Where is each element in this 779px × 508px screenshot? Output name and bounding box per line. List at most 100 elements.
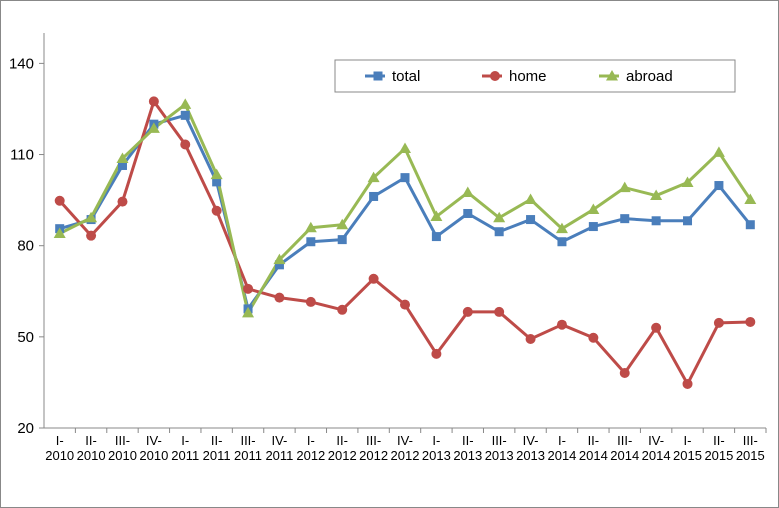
- x-tick-label: I-2015: [673, 433, 702, 463]
- point: [555, 222, 568, 234]
- x-tick-label-line: IV-: [648, 433, 664, 448]
- x-tick-label: II-2014: [579, 433, 608, 463]
- point: [86, 230, 97, 241]
- x-tick-label-line: IV-: [523, 433, 539, 448]
- point: [588, 222, 598, 232]
- x-tick-label-line: II-: [462, 433, 474, 448]
- point: [606, 70, 618, 81]
- point: [336, 218, 349, 230]
- x-tick-label-line: 2012: [359, 448, 388, 463]
- point: [400, 299, 410, 310]
- point: [745, 316, 756, 327]
- point: [431, 232, 441, 242]
- x-tick-label: I-2012: [296, 433, 325, 463]
- point: [211, 205, 222, 216]
- x-tick-label-line: 2012: [391, 448, 420, 463]
- point: [713, 317, 724, 328]
- x-tick-label-line: III-: [366, 433, 381, 448]
- y-tick-label: 110: [10, 147, 34, 164]
- x-tick-label-line: IV-: [146, 433, 162, 448]
- point: [147, 122, 160, 133]
- point: [180, 110, 190, 120]
- x-tick-label: IV-2011: [265, 433, 293, 463]
- x-tick-label: I-2013: [422, 433, 451, 463]
- legend-box: [334, 59, 736, 93]
- point: [651, 322, 662, 333]
- x-tick-label-line: 2011: [171, 448, 199, 463]
- x-tick-label-line: 2010: [45, 448, 74, 463]
- x-tick-label: II-2013: [453, 433, 482, 463]
- point: [53, 227, 66, 239]
- x-tick-label: II-2010: [77, 433, 106, 463]
- point: [304, 221, 317, 233]
- point: [337, 235, 347, 245]
- x-tick-label: IV-2010: [139, 433, 168, 463]
- x-tick-label-line: 2010: [139, 448, 168, 463]
- x-tick-label-line: 2011: [234, 448, 262, 463]
- point: [651, 216, 661, 226]
- x-tick-label-line: I-: [558, 433, 566, 448]
- point: [682, 378, 693, 389]
- point: [399, 142, 411, 153]
- point: [526, 215, 536, 225]
- point: [243, 283, 254, 294]
- point: [493, 211, 506, 223]
- y-tick-label: 20: [17, 420, 34, 437]
- x-tick-label-line: I-: [684, 433, 692, 448]
- point: [242, 306, 255, 318]
- x-tick-label-line: 2013: [516, 448, 545, 463]
- point: [117, 196, 128, 207]
- point: [116, 152, 129, 163]
- point: [337, 304, 348, 315]
- x-tick-label-line: 2013: [453, 448, 482, 463]
- point: [463, 208, 473, 218]
- x-tick-label-line: 2015: [704, 448, 733, 463]
- x-tick-label-line: III-: [115, 433, 130, 448]
- y-tick-label: 140: [9, 55, 34, 72]
- point: [400, 173, 410, 183]
- point: [212, 177, 222, 187]
- point: [462, 306, 473, 317]
- x-tick-label-line: 2013: [485, 448, 514, 463]
- point: [714, 181, 724, 191]
- x-tick-label-line: I-: [181, 433, 189, 448]
- point: [431, 348, 442, 359]
- x-tick-label-line: 2014: [642, 448, 671, 463]
- x-tick-label-line: 2015: [673, 448, 702, 463]
- x-tick-label: III-2011: [234, 433, 262, 463]
- x-tick-label-line: II-: [713, 433, 725, 448]
- x-tick-label: III-2014: [610, 433, 639, 463]
- x-tick-label: I-2014: [547, 433, 576, 463]
- x-tick-label-line: III-: [492, 433, 507, 448]
- point: [180, 139, 191, 150]
- point: [179, 98, 192, 109]
- point: [650, 189, 663, 201]
- x-tick-label-line: I-: [307, 433, 315, 448]
- point: [306, 237, 316, 247]
- point: [588, 332, 599, 343]
- x-tick-label: III-2013: [485, 433, 514, 463]
- x-tick-label-line: 2012: [328, 448, 357, 463]
- point: [368, 273, 379, 284]
- x-tick-label-line: IV-: [271, 433, 287, 448]
- x-tick-label-line: II-: [211, 433, 223, 448]
- x-tick-label: III-2015: [736, 433, 765, 463]
- point: [620, 214, 630, 224]
- x-tick-label-line: 2015: [736, 448, 765, 463]
- x-tick-label: I-2011: [171, 433, 199, 463]
- point: [556, 319, 567, 330]
- x-tick-label: III-2012: [359, 433, 388, 463]
- point: [587, 203, 600, 215]
- point: [117, 160, 127, 170]
- x-tick-label-line: I-: [432, 433, 440, 448]
- point: [210, 168, 223, 180]
- point: [494, 227, 504, 237]
- point: [305, 296, 316, 307]
- point: [274, 292, 285, 303]
- point: [373, 71, 383, 81]
- x-tick-label-line: 2014: [547, 448, 576, 463]
- x-tick-label-line: III-: [617, 433, 632, 448]
- y-tick-label: 50: [17, 329, 34, 346]
- point: [618, 181, 631, 193]
